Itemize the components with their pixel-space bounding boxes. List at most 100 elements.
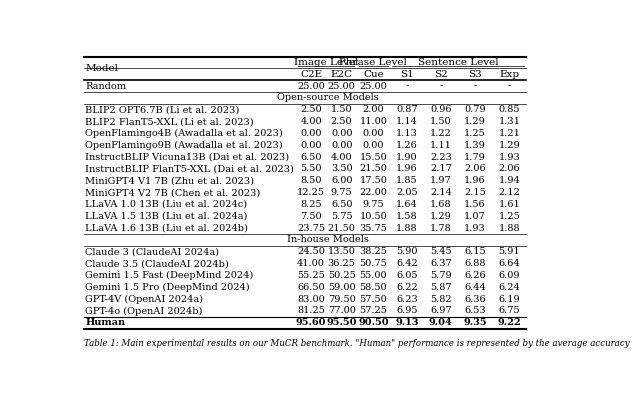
Text: 23.75: 23.75 — [297, 224, 325, 233]
Text: Cue: Cue — [363, 70, 384, 79]
Text: MiniGPT4 V2 7B (Chen et al. 2023): MiniGPT4 V2 7B (Chen et al. 2023) — [86, 188, 260, 197]
Text: 1.13: 1.13 — [396, 129, 418, 138]
Text: -: - — [405, 82, 408, 90]
Text: 1.96: 1.96 — [464, 176, 486, 185]
Text: 9.75: 9.75 — [363, 200, 384, 209]
Text: InstructBLIP FlanT5-XXL (Dai et al. 2023): InstructBLIP FlanT5-XXL (Dai et al. 2023… — [86, 164, 294, 173]
Text: LLaVA 1.5 13B (Liu et al. 2024a): LLaVA 1.5 13B (Liu et al. 2024a) — [86, 212, 248, 221]
Text: 4.00: 4.00 — [331, 152, 353, 162]
Text: 0.00: 0.00 — [300, 141, 322, 150]
Text: 5.79: 5.79 — [430, 271, 452, 280]
Text: OpenFlamingo4B (Awadalla et al. 2023): OpenFlamingo4B (Awadalla et al. 2023) — [86, 129, 284, 138]
Text: 1.21: 1.21 — [499, 129, 520, 138]
Text: Model: Model — [86, 64, 118, 73]
Text: MiniGPT4 V1 7B (Zhu et al. 2023): MiniGPT4 V1 7B (Zhu et al. 2023) — [86, 176, 255, 185]
Text: 1.22: 1.22 — [430, 129, 452, 138]
Text: 15.50: 15.50 — [360, 152, 387, 162]
Text: 2.00: 2.00 — [363, 105, 384, 114]
Text: Sentence Level: Sentence Level — [418, 58, 499, 67]
Text: 1.93: 1.93 — [464, 224, 486, 233]
Text: 1.58: 1.58 — [396, 212, 418, 221]
Text: 57.50: 57.50 — [360, 295, 387, 304]
Text: 90.50: 90.50 — [358, 318, 388, 327]
Text: 1.94: 1.94 — [499, 176, 520, 185]
Text: 21.50: 21.50 — [360, 164, 387, 173]
Text: Gemini 1.5 Fast (DeepMind 2024): Gemini 1.5 Fast (DeepMind 2024) — [86, 271, 253, 280]
Text: 6.22: 6.22 — [396, 283, 418, 292]
Text: Table 1: Main experimental results on our MuCR benchmark. "Human" performance is: Table 1: Main experimental results on ou… — [84, 339, 630, 348]
Text: 6.50: 6.50 — [300, 152, 322, 162]
Text: 6.36: 6.36 — [464, 295, 486, 304]
Text: 21.50: 21.50 — [328, 224, 356, 233]
Text: 50.25: 50.25 — [328, 271, 355, 280]
Text: 25.00: 25.00 — [297, 82, 325, 90]
Text: 1.14: 1.14 — [396, 117, 418, 126]
Text: 66.50: 66.50 — [298, 283, 325, 292]
Text: 1.31: 1.31 — [499, 117, 520, 126]
Text: Phrase Level: Phrase Level — [339, 58, 407, 67]
Text: 38.25: 38.25 — [360, 247, 387, 256]
Text: 58.50: 58.50 — [360, 283, 387, 292]
Text: 0.79: 0.79 — [464, 105, 486, 114]
Text: 1.39: 1.39 — [464, 141, 486, 150]
Text: 1.85: 1.85 — [396, 176, 418, 185]
Text: 2.12: 2.12 — [499, 188, 520, 197]
Text: -: - — [474, 82, 477, 90]
Text: 79.50: 79.50 — [328, 295, 355, 304]
Text: 1.50: 1.50 — [331, 105, 353, 114]
Text: S1: S1 — [400, 70, 413, 79]
Text: 6.44: 6.44 — [464, 283, 486, 292]
Text: C2E: C2E — [300, 70, 322, 79]
Text: 5.50: 5.50 — [300, 164, 322, 173]
Text: 6.09: 6.09 — [499, 271, 520, 280]
Text: 1.07: 1.07 — [464, 212, 486, 221]
Text: 6.00: 6.00 — [331, 176, 353, 185]
Text: 1.25: 1.25 — [464, 129, 486, 138]
Text: Random: Random — [86, 82, 127, 90]
Text: Image Level: Image Level — [294, 58, 358, 67]
Text: 0.00: 0.00 — [331, 129, 353, 138]
Text: 1.56: 1.56 — [464, 200, 486, 209]
Text: 13.50: 13.50 — [328, 247, 356, 256]
Text: -: - — [508, 82, 511, 90]
Text: 9.75: 9.75 — [331, 188, 353, 197]
Text: E2C: E2C — [331, 70, 353, 79]
Text: 5.90: 5.90 — [396, 247, 418, 256]
Text: 0.00: 0.00 — [300, 129, 322, 138]
Text: LLaVA 1.0 13B (Liu et al. 2024c): LLaVA 1.0 13B (Liu et al. 2024c) — [86, 200, 248, 209]
Text: 1.26: 1.26 — [396, 141, 418, 150]
Text: 1.88: 1.88 — [499, 224, 520, 233]
Text: 7.50: 7.50 — [300, 212, 322, 221]
Text: 41.00: 41.00 — [297, 259, 325, 268]
Text: 6.75: 6.75 — [499, 307, 520, 316]
Text: 1.96: 1.96 — [396, 164, 418, 173]
Text: 0.87: 0.87 — [396, 105, 418, 114]
Text: 36.25: 36.25 — [328, 259, 356, 268]
Text: GPT-4o (OpenAI 2024b): GPT-4o (OpenAI 2024b) — [86, 307, 203, 316]
Text: 1.50: 1.50 — [430, 117, 452, 126]
Text: 1.93: 1.93 — [499, 152, 520, 162]
Text: 6.37: 6.37 — [430, 259, 452, 268]
Text: 6.19: 6.19 — [499, 295, 520, 304]
Text: 9.35: 9.35 — [463, 318, 487, 327]
Text: 5.82: 5.82 — [430, 295, 452, 304]
Text: BLIP2 FlanT5-XXL (Li et al. 2023): BLIP2 FlanT5-XXL (Li et al. 2023) — [86, 117, 254, 126]
Text: 8.25: 8.25 — [300, 200, 322, 209]
Text: 2.23: 2.23 — [430, 152, 452, 162]
Text: 2.05: 2.05 — [396, 188, 418, 197]
Text: 6.15: 6.15 — [464, 247, 486, 256]
Text: 5.45: 5.45 — [430, 247, 452, 256]
Text: 35.75: 35.75 — [360, 224, 387, 233]
Text: 1.11: 1.11 — [430, 141, 452, 150]
Text: In-house Models: In-house Models — [287, 235, 369, 245]
Text: 2.50: 2.50 — [331, 117, 353, 126]
Text: Claude 3.5 (ClaudeAI 2024b): Claude 3.5 (ClaudeAI 2024b) — [86, 259, 229, 268]
Text: S3: S3 — [468, 70, 482, 79]
Text: 1.29: 1.29 — [430, 212, 452, 221]
Text: 0.00: 0.00 — [363, 141, 384, 150]
Text: 12.25: 12.25 — [297, 188, 325, 197]
Text: 77.00: 77.00 — [328, 307, 356, 316]
Text: 5.87: 5.87 — [430, 283, 452, 292]
Text: 17.50: 17.50 — [360, 176, 387, 185]
Text: 2.17: 2.17 — [430, 164, 452, 173]
